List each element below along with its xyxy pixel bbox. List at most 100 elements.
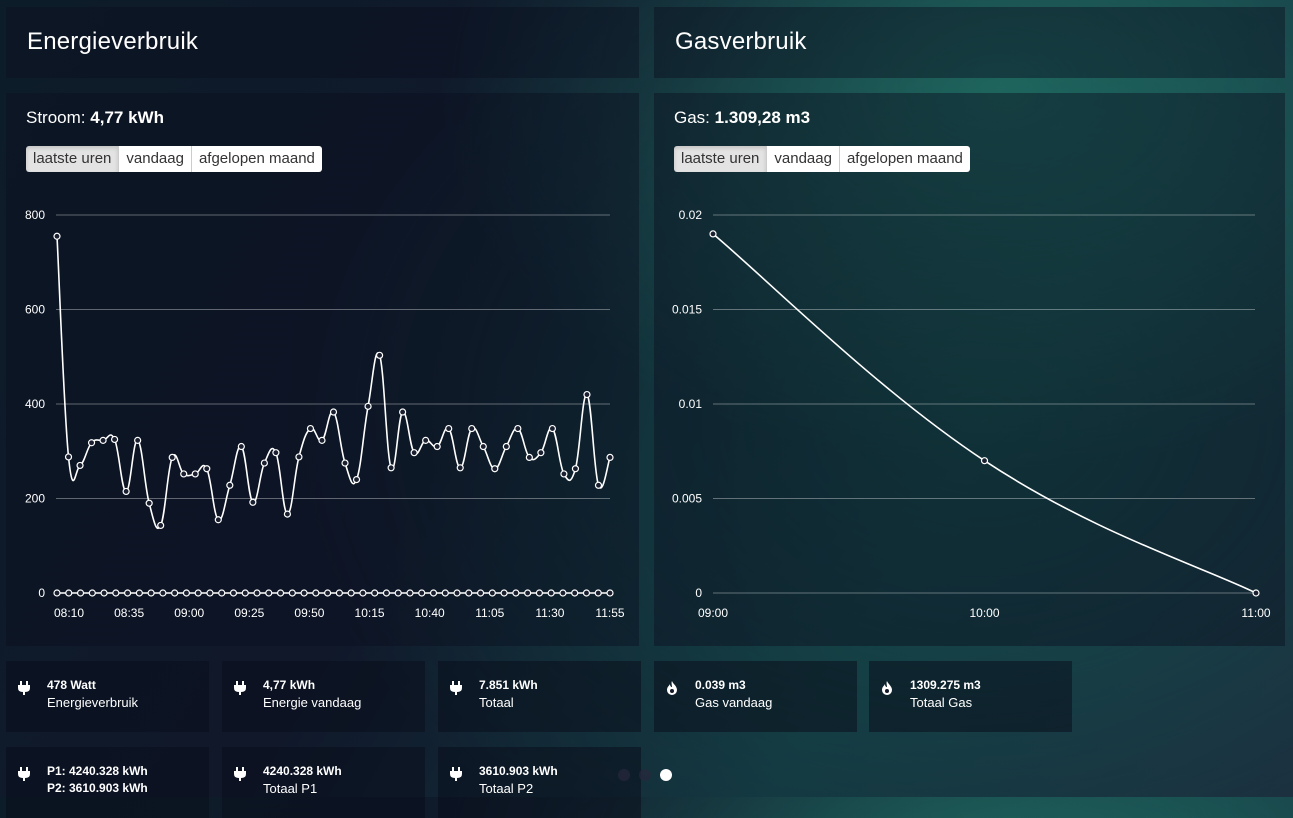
energy-summary-label: Stroom: xyxy=(26,108,86,127)
data-point xyxy=(100,589,108,597)
data-point xyxy=(500,589,508,597)
data-point xyxy=(347,589,355,597)
data-point xyxy=(548,424,556,433)
data-point xyxy=(253,589,261,597)
data-point xyxy=(191,470,199,478)
tile-label: Energieverbruik xyxy=(47,695,139,710)
data-point xyxy=(122,487,130,496)
gas-summary: Gas: 1.309,28 m3 xyxy=(674,108,810,128)
data-point xyxy=(468,424,476,433)
y-tick-label: 0 xyxy=(38,586,45,600)
plug-icon xyxy=(232,680,248,696)
data-point xyxy=(594,589,602,597)
y-tick-label: 800 xyxy=(25,208,45,222)
data-point xyxy=(502,442,510,451)
data-point xyxy=(306,424,315,433)
gas-header-panel: Gasverbruik xyxy=(654,7,1285,78)
data-point xyxy=(265,589,273,597)
data-point xyxy=(168,453,176,461)
data-point xyxy=(65,589,73,597)
data-point xyxy=(488,589,496,597)
data-point xyxy=(709,230,717,238)
data-point xyxy=(295,453,303,461)
x-tick-label: 09:00 xyxy=(698,606,728,620)
tile-value: 1309.275 m3 xyxy=(910,678,981,692)
data-point xyxy=(318,436,326,444)
data-point xyxy=(283,510,292,518)
data-point xyxy=(433,442,441,451)
data-point xyxy=(547,589,555,597)
data-point xyxy=(559,589,567,597)
tile-energie-vandaag[interactable]: 4,77 kWh Energie vandaag xyxy=(222,661,425,732)
data-point xyxy=(476,589,485,597)
tile-label: Totaal xyxy=(479,695,514,710)
data-point xyxy=(194,589,202,597)
data-point xyxy=(606,453,614,461)
data-point xyxy=(123,589,132,597)
tile-label: Totaal P2 xyxy=(479,781,534,796)
series-line xyxy=(712,233,1257,594)
data-point xyxy=(410,449,418,457)
data-point xyxy=(560,470,568,478)
tile-label: P2: 3610.903 kWh xyxy=(47,781,148,795)
data-point xyxy=(571,465,580,473)
data-point xyxy=(99,436,107,444)
tile-gas-vandaag[interactable]: 0.039 m3 Gas vandaag xyxy=(654,661,857,732)
y-tick-label: 0 xyxy=(695,586,702,600)
data-point xyxy=(76,589,85,597)
data-point xyxy=(456,464,464,472)
data-point xyxy=(53,232,61,240)
data-point xyxy=(453,589,461,597)
gas-chart-panel: Gas: 1.309,28 m3 laatste uren vandaag af… xyxy=(654,93,1285,646)
tile-value: 7.851 kWh xyxy=(479,678,538,692)
energy-btn-vandaag[interactable]: vandaag xyxy=(119,146,192,172)
data-point xyxy=(249,498,257,506)
x-tick-label: 10:00 xyxy=(969,606,999,620)
y-tick-label: 600 xyxy=(25,303,45,317)
flame-icon xyxy=(664,680,680,696)
tile-p1-p2[interactable]: P1: 4240.328 kWh P2: 3610.903 kWh xyxy=(6,747,209,818)
plug-icon xyxy=(448,680,464,696)
tile-totaal-p1[interactable]: 4240.328 kWh Totaal P1 xyxy=(222,747,425,818)
page-dot-1[interactable] xyxy=(618,769,630,781)
data-point xyxy=(352,476,361,484)
data-point xyxy=(535,589,544,597)
data-point xyxy=(111,435,119,444)
gas-btn-laatste-uren[interactable]: laatste uren xyxy=(674,146,768,172)
tile-totaal-p2[interactable]: 3610.903 kWh Totaal P2 xyxy=(438,747,641,818)
tile-totaal[interactable]: 7.851 kWh Totaal xyxy=(438,661,641,732)
data-point xyxy=(512,589,520,597)
data-point xyxy=(260,459,268,467)
data-point xyxy=(594,481,603,489)
gas-summary-label: Gas: xyxy=(674,108,710,127)
energy-btn-laatste-uren[interactable]: laatste uren xyxy=(26,146,120,172)
plug-icon xyxy=(232,766,248,782)
data-point xyxy=(53,589,61,597)
tile-value: 3610.903 kWh xyxy=(479,764,558,778)
data-point xyxy=(145,499,153,507)
tile-totaal-gas[interactable]: 1309.275 m3 Totaal Gas xyxy=(869,661,1072,732)
data-point xyxy=(203,465,211,473)
data-point xyxy=(445,424,453,433)
tile-value: P1: 4240.328 kWh xyxy=(47,764,148,778)
energy-summary-value: 4,77 kWh xyxy=(90,108,164,127)
data-point xyxy=(241,589,249,597)
gas-btn-vandaag[interactable]: vandaag xyxy=(767,146,840,172)
x-tick-label: 11:55 xyxy=(595,606,624,620)
tile-energieverbruik[interactable]: 478 Watt Energieverbruik xyxy=(6,661,209,732)
x-tick-label: 08:10 xyxy=(54,606,84,620)
energy-header-panel: Energieverbruik xyxy=(6,7,639,78)
page-dot-2[interactable] xyxy=(639,769,651,781)
tile-value: 4,77 kWh xyxy=(263,678,316,692)
y-tick-label: 0.015 xyxy=(672,303,702,317)
energy-range-buttons: laatste uren vandaag afgelopen maand xyxy=(26,146,322,172)
page-dot-3[interactable] xyxy=(660,769,672,781)
gas-btn-afgelopen-maand[interactable]: afgelopen maand xyxy=(839,146,970,172)
energy-summary: Stroom: 4,77 kWh xyxy=(26,108,164,128)
energy-btn-afgelopen-maand[interactable]: afgelopen maand xyxy=(191,146,322,172)
data-point xyxy=(371,589,379,597)
data-point xyxy=(465,589,473,597)
data-point xyxy=(157,521,165,530)
tile-label: Gas vandaag xyxy=(695,695,773,710)
data-point xyxy=(479,442,487,451)
